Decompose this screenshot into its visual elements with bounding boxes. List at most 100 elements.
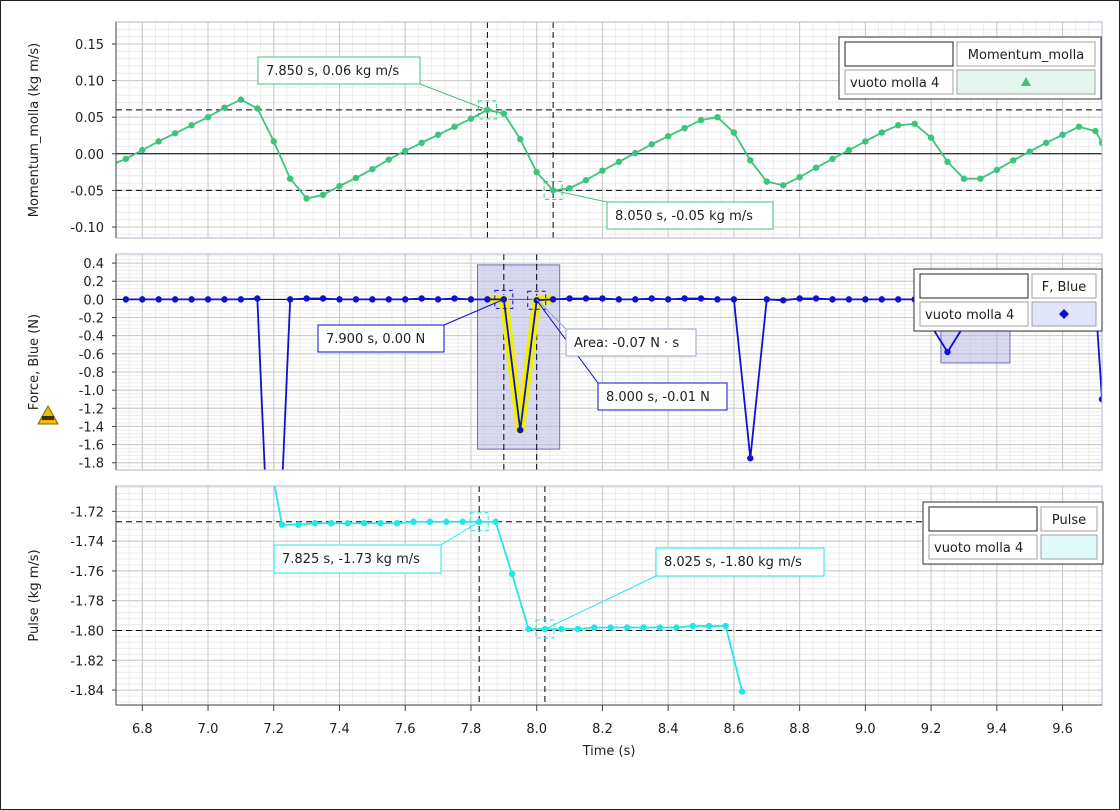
data-point[interactable] [681,124,688,132]
data-point[interactable] [796,174,803,181]
data-point[interactable] [237,96,245,103]
data-point[interactable] [171,130,179,137]
data-point[interactable] [558,625,565,633]
data-point[interactable] [730,296,738,303]
data-point[interactable] [1075,123,1083,130]
data-point[interactable] [278,521,286,528]
data-point[interactable] [451,123,458,130]
data-point[interactable] [410,518,417,525]
data-point[interactable] [673,624,680,631]
data-point[interactable] [139,296,146,303]
data-point[interactable] [286,296,294,303]
data-point[interactable] [1042,139,1050,147]
data-point[interactable] [632,296,639,303]
data-point[interactable] [418,139,425,147]
data-point[interactable] [730,129,738,136]
data-point[interactable] [993,166,1001,174]
data-point[interactable] [574,625,581,633]
data-point[interactable] [286,175,294,182]
data-point[interactable] [706,622,713,630]
data-point[interactable] [508,570,516,578]
data-callout[interactable]: 7.825 s, -1.73 kg m/s [273,521,480,574]
legend[interactable]: F, Blue vuoto molla 4 [913,268,1103,332]
data-point[interactable] [204,296,212,303]
data-point[interactable] [204,113,212,121]
data-point[interactable] [385,296,392,303]
data-point[interactable] [106,162,112,168]
data-point[interactable] [271,478,277,484]
data-point[interactable] [517,135,524,143]
data-point[interactable] [484,296,491,303]
data-point[interactable] [328,520,335,527]
data-point[interactable] [944,348,951,356]
data-point[interactable] [369,165,376,173]
data-point[interactable] [615,158,623,166]
data-point[interactable] [319,295,327,302]
data-point[interactable] [155,296,162,303]
data-point[interactable] [722,622,729,630]
data-point[interactable] [623,624,631,631]
data-point[interactable] [434,131,442,138]
data-point[interactable] [549,296,557,303]
data-callout[interactable]: 7.850 s, 0.06 kg m/s [257,56,488,111]
data-point[interactable] [122,296,130,303]
data-point[interactable] [319,191,327,198]
data-point[interactable] [960,175,968,182]
data-point[interactable] [459,518,466,525]
data-point[interactable] [500,110,508,117]
data-point[interactable] [525,625,532,633]
data-point[interactable] [155,138,162,145]
data-callout[interactable]: Area: -0.07 N · s [536,299,697,357]
data-point[interactable] [566,295,573,302]
data-point[interactable] [1010,157,1017,164]
data-point[interactable] [582,295,590,302]
data-point[interactable] [517,426,524,434]
data-point[interactable] [393,520,401,527]
data-point[interactable] [640,624,647,631]
data-point[interactable] [779,182,787,189]
data-point[interactable] [451,295,458,302]
data-point[interactable] [747,455,754,462]
data-callout[interactable]: 8.025 s, -1.80 kg m/s [544,547,825,630]
data-point[interactable] [336,296,343,303]
data-point[interactable] [352,174,360,182]
data-point[interactable] [295,521,302,528]
data-point[interactable] [426,518,434,525]
data-point[interactable] [599,167,606,174]
data-point[interactable] [254,105,261,112]
data-point[interactable] [599,295,606,302]
data-point[interactable] [221,104,228,111]
data-point[interactable] [977,175,984,182]
data-point[interactable] [845,296,853,303]
warning-icon[interactable] [37,404,59,425]
data-callout[interactable]: 8.050 s, -0.05 kg m/s [553,189,774,230]
data-point[interactable] [122,155,130,163]
data-point[interactable] [188,122,195,129]
data-point[interactable] [878,296,885,303]
data-point[interactable] [369,296,376,303]
data-point[interactable] [714,296,721,303]
data-point[interactable] [303,295,310,302]
data-point[interactable] [927,134,935,141]
data-point[interactable] [845,146,853,154]
data-point[interactable] [648,295,655,302]
data-point[interactable] [829,296,836,303]
data-point[interactable] [689,622,697,630]
data-point[interactable] [664,133,672,140]
data-point[interactable] [311,520,319,527]
data-point[interactable] [895,122,902,129]
data-point[interactable] [385,156,392,163]
data-point[interactable] [697,116,705,124]
data-point[interactable] [829,155,836,163]
legend-title-field[interactable] [919,273,1029,299]
data-point[interactable] [747,157,754,164]
data-point[interactable] [944,158,951,166]
data-point[interactable] [911,120,918,127]
data-point[interactable] [402,296,409,303]
data-point[interactable] [664,296,672,303]
data-point[interactable] [763,178,770,185]
data-point[interactable] [615,296,623,303]
legend[interactable]: Pulse vuoto molla 4 [922,501,1104,565]
data-point[interactable] [188,296,195,303]
data-point[interactable] [270,138,277,145]
